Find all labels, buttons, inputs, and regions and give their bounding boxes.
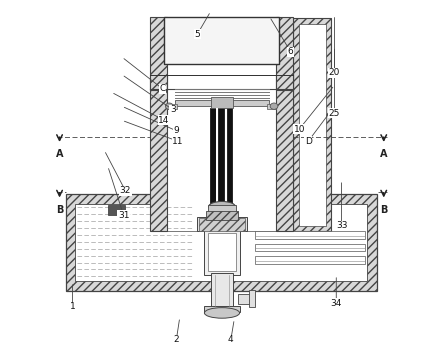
Text: 3: 3 [170, 105, 176, 114]
Text: 1: 1 [70, 302, 75, 311]
Bar [108, 205, 125, 215]
Bar [208, 233, 236, 271]
Bar [277, 17, 293, 90]
Bar [255, 244, 365, 251]
Text: 33: 33 [336, 221, 347, 230]
Text: 6: 6 [288, 47, 293, 56]
Bar [208, 205, 236, 212]
Bar [211, 273, 233, 307]
Text: 4: 4 [228, 335, 234, 345]
Text: 25: 25 [329, 109, 340, 118]
Text: B: B [380, 205, 388, 215]
Bar [277, 74, 293, 231]
Bar [167, 74, 277, 231]
Bar [174, 100, 270, 106]
Text: 5: 5 [194, 30, 200, 38]
Text: 32: 32 [119, 186, 131, 195]
Bar [150, 17, 167, 90]
Text: C: C [159, 84, 165, 93]
Text: 34: 34 [331, 299, 342, 307]
Bar [226, 108, 232, 207]
Text: 31: 31 [118, 211, 129, 220]
Text: 9: 9 [174, 126, 179, 135]
Ellipse shape [166, 103, 173, 109]
Bar [255, 256, 365, 264]
Text: A: A [56, 149, 63, 159]
Text: 11: 11 [172, 137, 184, 146]
Bar [167, 104, 177, 109]
Ellipse shape [204, 308, 240, 318]
Bar [150, 74, 167, 231]
Bar [204, 230, 240, 275]
Bar [211, 97, 233, 108]
Bar [293, 18, 331, 231]
Bar [255, 231, 365, 239]
Bar [204, 306, 240, 312]
Bar [66, 194, 377, 291]
Text: A: A [380, 149, 388, 159]
Bar [216, 108, 218, 207]
Text: D: D [305, 137, 312, 146]
Bar [210, 108, 216, 207]
Bar [250, 291, 255, 307]
Text: 20: 20 [329, 68, 340, 77]
Bar [267, 104, 277, 109]
Text: B: B [56, 205, 63, 215]
Ellipse shape [209, 202, 235, 211]
Bar [299, 24, 326, 226]
Text: 14: 14 [159, 116, 170, 125]
Bar [238, 294, 252, 304]
Text: 2: 2 [174, 335, 179, 345]
Text: 10: 10 [293, 125, 305, 133]
Bar [218, 108, 224, 207]
Ellipse shape [270, 103, 278, 109]
Bar [198, 217, 246, 231]
Bar [199, 218, 245, 231]
Bar [75, 204, 367, 281]
Bar [206, 211, 238, 221]
Bar [164, 17, 279, 64]
